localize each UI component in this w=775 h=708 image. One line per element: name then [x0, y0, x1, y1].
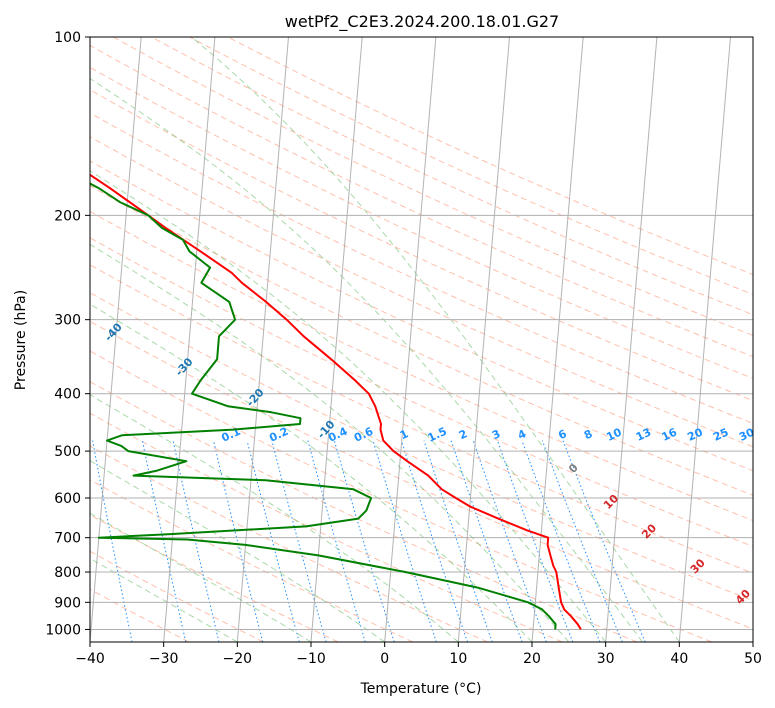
- dry-adiabat: [90, 381, 638, 642]
- mixing-ratio-line: [271, 440, 327, 642]
- dry-adiabat: [90, 412, 563, 642]
- mixing-ratio-line: [450, 440, 523, 642]
- x-axis-title: Temperature (°C): [360, 681, 482, 697]
- mixing-ratio-label: 10: [604, 425, 624, 443]
- x-tick-label: −30: [149, 651, 179, 667]
- dewpoint-profile: [90, 182, 557, 630]
- mixing-ratio-label: 20: [685, 425, 705, 443]
- mixing-ratio-line: [141, 440, 187, 642]
- x-tick-label: 30: [597, 651, 615, 667]
- isotherm: [457, 37, 510, 642]
- y-axis-title: Pressure (hPa): [13, 290, 29, 390]
- y-tick-label: 100: [54, 30, 81, 46]
- isotherm: [531, 37, 584, 642]
- y-tick-label: 300: [54, 313, 81, 329]
- moist-adiabat: [90, 243, 570, 642]
- mixing-ratio-line: [472, 440, 547, 642]
- y-axis: 100 200 300 400 500 600 700 800 900 1000: [45, 30, 90, 638]
- mixing-ratio-label: 25: [711, 426, 730, 444]
- x-tick-label: 0: [380, 651, 389, 667]
- y-tick-label: 600: [54, 491, 81, 507]
- x-tick-label: 50: [744, 651, 762, 667]
- y-tick-label: 700: [54, 531, 81, 547]
- plot-frame: [89, 36, 754, 643]
- y-tick-label: 400: [54, 387, 81, 403]
- mixing-ratio-label: 30: [737, 425, 757, 443]
- moist-adiabat: [191, 37, 680, 642]
- y-tick-label: 1000: [45, 622, 81, 638]
- x-tick-label: −20: [223, 651, 253, 667]
- moist-adiabat: [90, 77, 643, 642]
- y-tick-label: 500: [54, 444, 81, 460]
- x-tick-label: −10: [296, 651, 326, 667]
- mixing-ratio-line: [541, 440, 623, 642]
- isotherm: [236, 37, 289, 642]
- x-tick-label: 40: [670, 651, 688, 667]
- mixing-ratio-label: 16: [660, 425, 680, 443]
- moist-adiabat: [90, 394, 459, 642]
- dry-adiabat: [90, 320, 753, 630]
- sounding-profiles: [90, 173, 582, 630]
- y-tick-label: 900: [54, 595, 81, 611]
- mixing-ratio-line: [213, 440, 264, 642]
- isotherm: [384, 37, 437, 642]
- moist-adiabat: [90, 557, 238, 642]
- isotherm: [163, 37, 216, 642]
- mixing-ratio-line: [562, 440, 646, 642]
- isotherm: [605, 37, 658, 642]
- dry-adiabat: [90, 292, 753, 602]
- x-tick-label: 10: [449, 651, 467, 667]
- chart-title: wetPf2_C2E3.2024.200.18.01.G27: [285, 12, 559, 32]
- y-tick-label: 200: [54, 208, 81, 224]
- moist-adiabat: [90, 460, 385, 642]
- background-lines: [90, 37, 753, 642]
- dry-adiabat: [90, 514, 339, 642]
- isotherm: [310, 37, 363, 642]
- dry-adiabat: [90, 264, 753, 574]
- mixing-ratio-line: [246, 440, 300, 642]
- x-tick-label: −40: [75, 651, 105, 667]
- isotherm-lines: [90, 37, 753, 642]
- x-tick-label: 20: [523, 651, 541, 667]
- mixing-ratio-line: [333, 440, 395, 642]
- isotherm: [678, 37, 731, 642]
- y-tick-label: 800: [54, 565, 81, 581]
- mixing-ratio-label: 13: [634, 426, 653, 444]
- mixing-ratio-line: [92, 440, 133, 642]
- moist-adiabat: [90, 170, 607, 642]
- isotherm: [90, 37, 142, 642]
- x-axis: −40 −30 −20 −10 0 10 20 30 40 50: [75, 642, 762, 667]
- mixing-ratio-line: [172, 440, 220, 642]
- temperature-profile: [90, 173, 582, 630]
